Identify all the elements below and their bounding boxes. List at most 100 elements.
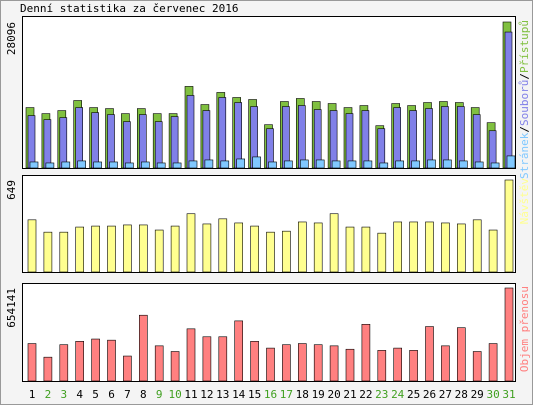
- bar: [329, 213, 339, 273]
- bar: [250, 341, 259, 382]
- bar: [59, 117, 68, 169]
- bar: [361, 226, 371, 273]
- bar: [313, 222, 323, 273]
- chart-title: Denní statistika za červenec 2016: [20, 2, 239, 15]
- bar: [297, 221, 307, 273]
- bar: [441, 345, 450, 382]
- x-tick-label: 10: [168, 388, 181, 401]
- bar: [377, 128, 386, 169]
- x-tick-label: 19: [312, 388, 325, 401]
- bar: [472, 219, 482, 273]
- bar: [377, 232, 387, 273]
- x-tick-label: 29: [471, 388, 484, 401]
- x-tick-label: 12: [200, 388, 213, 401]
- bar: [472, 351, 482, 382]
- bar: [409, 110, 417, 169]
- bar: [75, 107, 83, 169]
- x-tick-label: 31: [502, 388, 515, 401]
- bar: [170, 116, 179, 169]
- x-tick-label: 25: [407, 388, 420, 401]
- bar: [202, 110, 211, 169]
- bar: [313, 109, 322, 169]
- bar: [345, 113, 354, 169]
- bar: [345, 348, 355, 382]
- x-tick-label: 18: [296, 388, 309, 401]
- bar: [156, 162, 166, 169]
- bar: [488, 343, 498, 382]
- x-tick-label: 5: [92, 388, 99, 401]
- bar: [220, 160, 230, 169]
- bar: [123, 121, 131, 169]
- bar: [425, 108, 433, 169]
- bar: [504, 287, 514, 382]
- bar: [139, 224, 148, 273]
- bar: [393, 221, 403, 273]
- bar: [297, 105, 306, 169]
- bar: [27, 115, 36, 169]
- bar: [329, 110, 338, 169]
- bar: [77, 160, 86, 169]
- bar: [395, 160, 405, 169]
- bar: [456, 106, 465, 169]
- bar: [250, 225, 259, 273]
- bar: [91, 225, 100, 273]
- x-tick-label: 30: [486, 388, 499, 401]
- bar: [345, 226, 355, 273]
- bar: [186, 95, 195, 169]
- legend: Stránek/Souborů/Přístupů: [518, 20, 531, 179]
- x-tick-label: 21: [343, 388, 356, 401]
- legend-entry: Objem přenosu: [518, 286, 531, 372]
- bar: [427, 159, 436, 169]
- bar: [75, 341, 84, 382]
- bar: [441, 222, 450, 273]
- bar: [458, 160, 468, 169]
- bar: [361, 323, 371, 382]
- bar: [490, 162, 500, 169]
- bar: [45, 162, 55, 169]
- bar: [218, 218, 228, 273]
- bar: [186, 328, 196, 382]
- bar: [59, 344, 69, 382]
- bar: [411, 160, 420, 169]
- bar: [75, 226, 84, 273]
- x-tick-label: 17: [280, 388, 293, 401]
- x-tick-label: 4: [76, 388, 83, 401]
- bar: [504, 179, 514, 273]
- bar: [139, 314, 148, 382]
- bar: [252, 156, 261, 169]
- bar: [456, 327, 466, 382]
- legend-entry: Přístupů: [518, 20, 531, 73]
- bar: [409, 221, 418, 273]
- bar: [107, 339, 116, 382]
- y-tick-label: 649: [5, 180, 18, 200]
- bar: [204, 159, 214, 169]
- bar: [107, 225, 116, 273]
- bar: [329, 345, 339, 382]
- bar: [379, 162, 389, 169]
- x-tick-label: 1: [29, 388, 36, 401]
- bar: [347, 160, 357, 169]
- bar: [172, 162, 182, 169]
- x-tick-label: 14: [232, 388, 246, 401]
- x-tick-label: 9: [156, 388, 163, 401]
- x-tick-label: 11: [184, 388, 197, 401]
- bar: [186, 213, 196, 273]
- bar: [27, 343, 37, 382]
- bar: [425, 326, 434, 382]
- bar: [43, 119, 52, 169]
- bar: [170, 351, 180, 382]
- bar: [393, 107, 402, 169]
- bar: [107, 114, 115, 169]
- bar: [393, 347, 403, 382]
- bar: [188, 160, 198, 169]
- bar: [91, 112, 99, 169]
- bar: [425, 221, 434, 273]
- bar: [268, 161, 277, 169]
- bar: [29, 161, 39, 169]
- x-tick-label: 23: [375, 388, 388, 401]
- x-tick-label: 16: [264, 388, 277, 401]
- bar: [27, 219, 37, 273]
- y-tick-label: 28096: [5, 22, 18, 55]
- y-tick-label: 654141: [5, 288, 18, 328]
